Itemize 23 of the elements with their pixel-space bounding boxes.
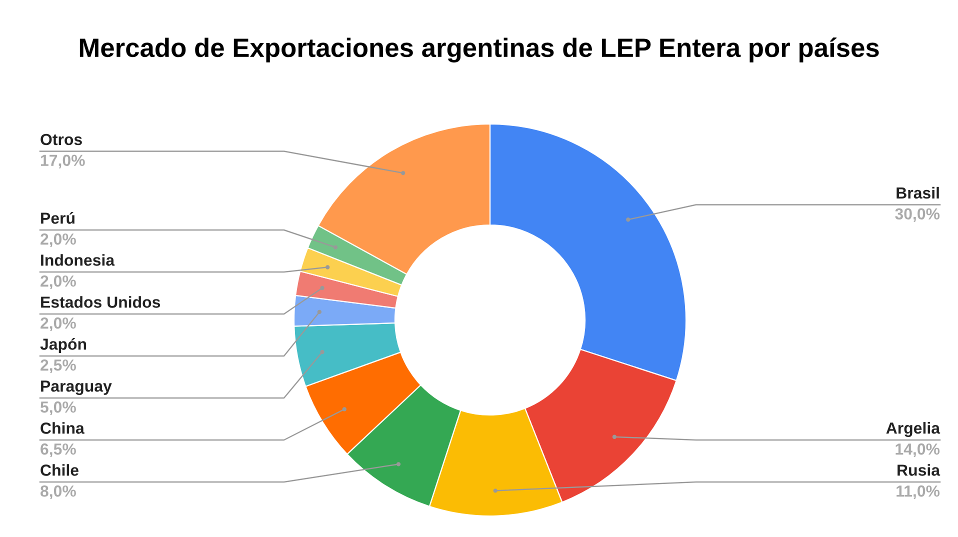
data-label: 6,5% <box>40 443 76 458</box>
slice-label: Estados Unidos <box>41 296 160 308</box>
slice-label: China <box>40 422 84 434</box>
data-label: 11,0% <box>896 485 940 500</box>
slice-label: Indonesia <box>41 254 115 266</box>
data-label: 8,0% <box>40 485 76 500</box>
data-label: 30,0% <box>895 208 940 222</box>
data-label: 2,0% <box>40 275 76 290</box>
slice-label: Otros <box>40 134 82 146</box>
slice-label: Brasil <box>896 186 939 199</box>
data-label: 2,5% <box>40 359 76 374</box>
data-label: 17,0% <box>41 154 85 168</box>
slice-label: Rusia <box>898 464 940 476</box>
data-label: 14,0% <box>896 443 940 458</box>
slice-label: Chile <box>40 464 79 476</box>
chart-title: Mercado de Exportaciones argentinas de LEP Entera por países <box>80 38 879 62</box>
data-label: 2,0% <box>40 317 76 332</box>
slice-label: Paraguay <box>41 380 112 395</box>
slice-label: Japón <box>40 338 86 353</box>
slice-label: Argelia <box>886 422 940 437</box>
slice-label: Perú <box>41 212 74 224</box>
data-label: 5,0% <box>40 401 76 416</box>
data-label: 2,0% <box>40 233 76 248</box>
